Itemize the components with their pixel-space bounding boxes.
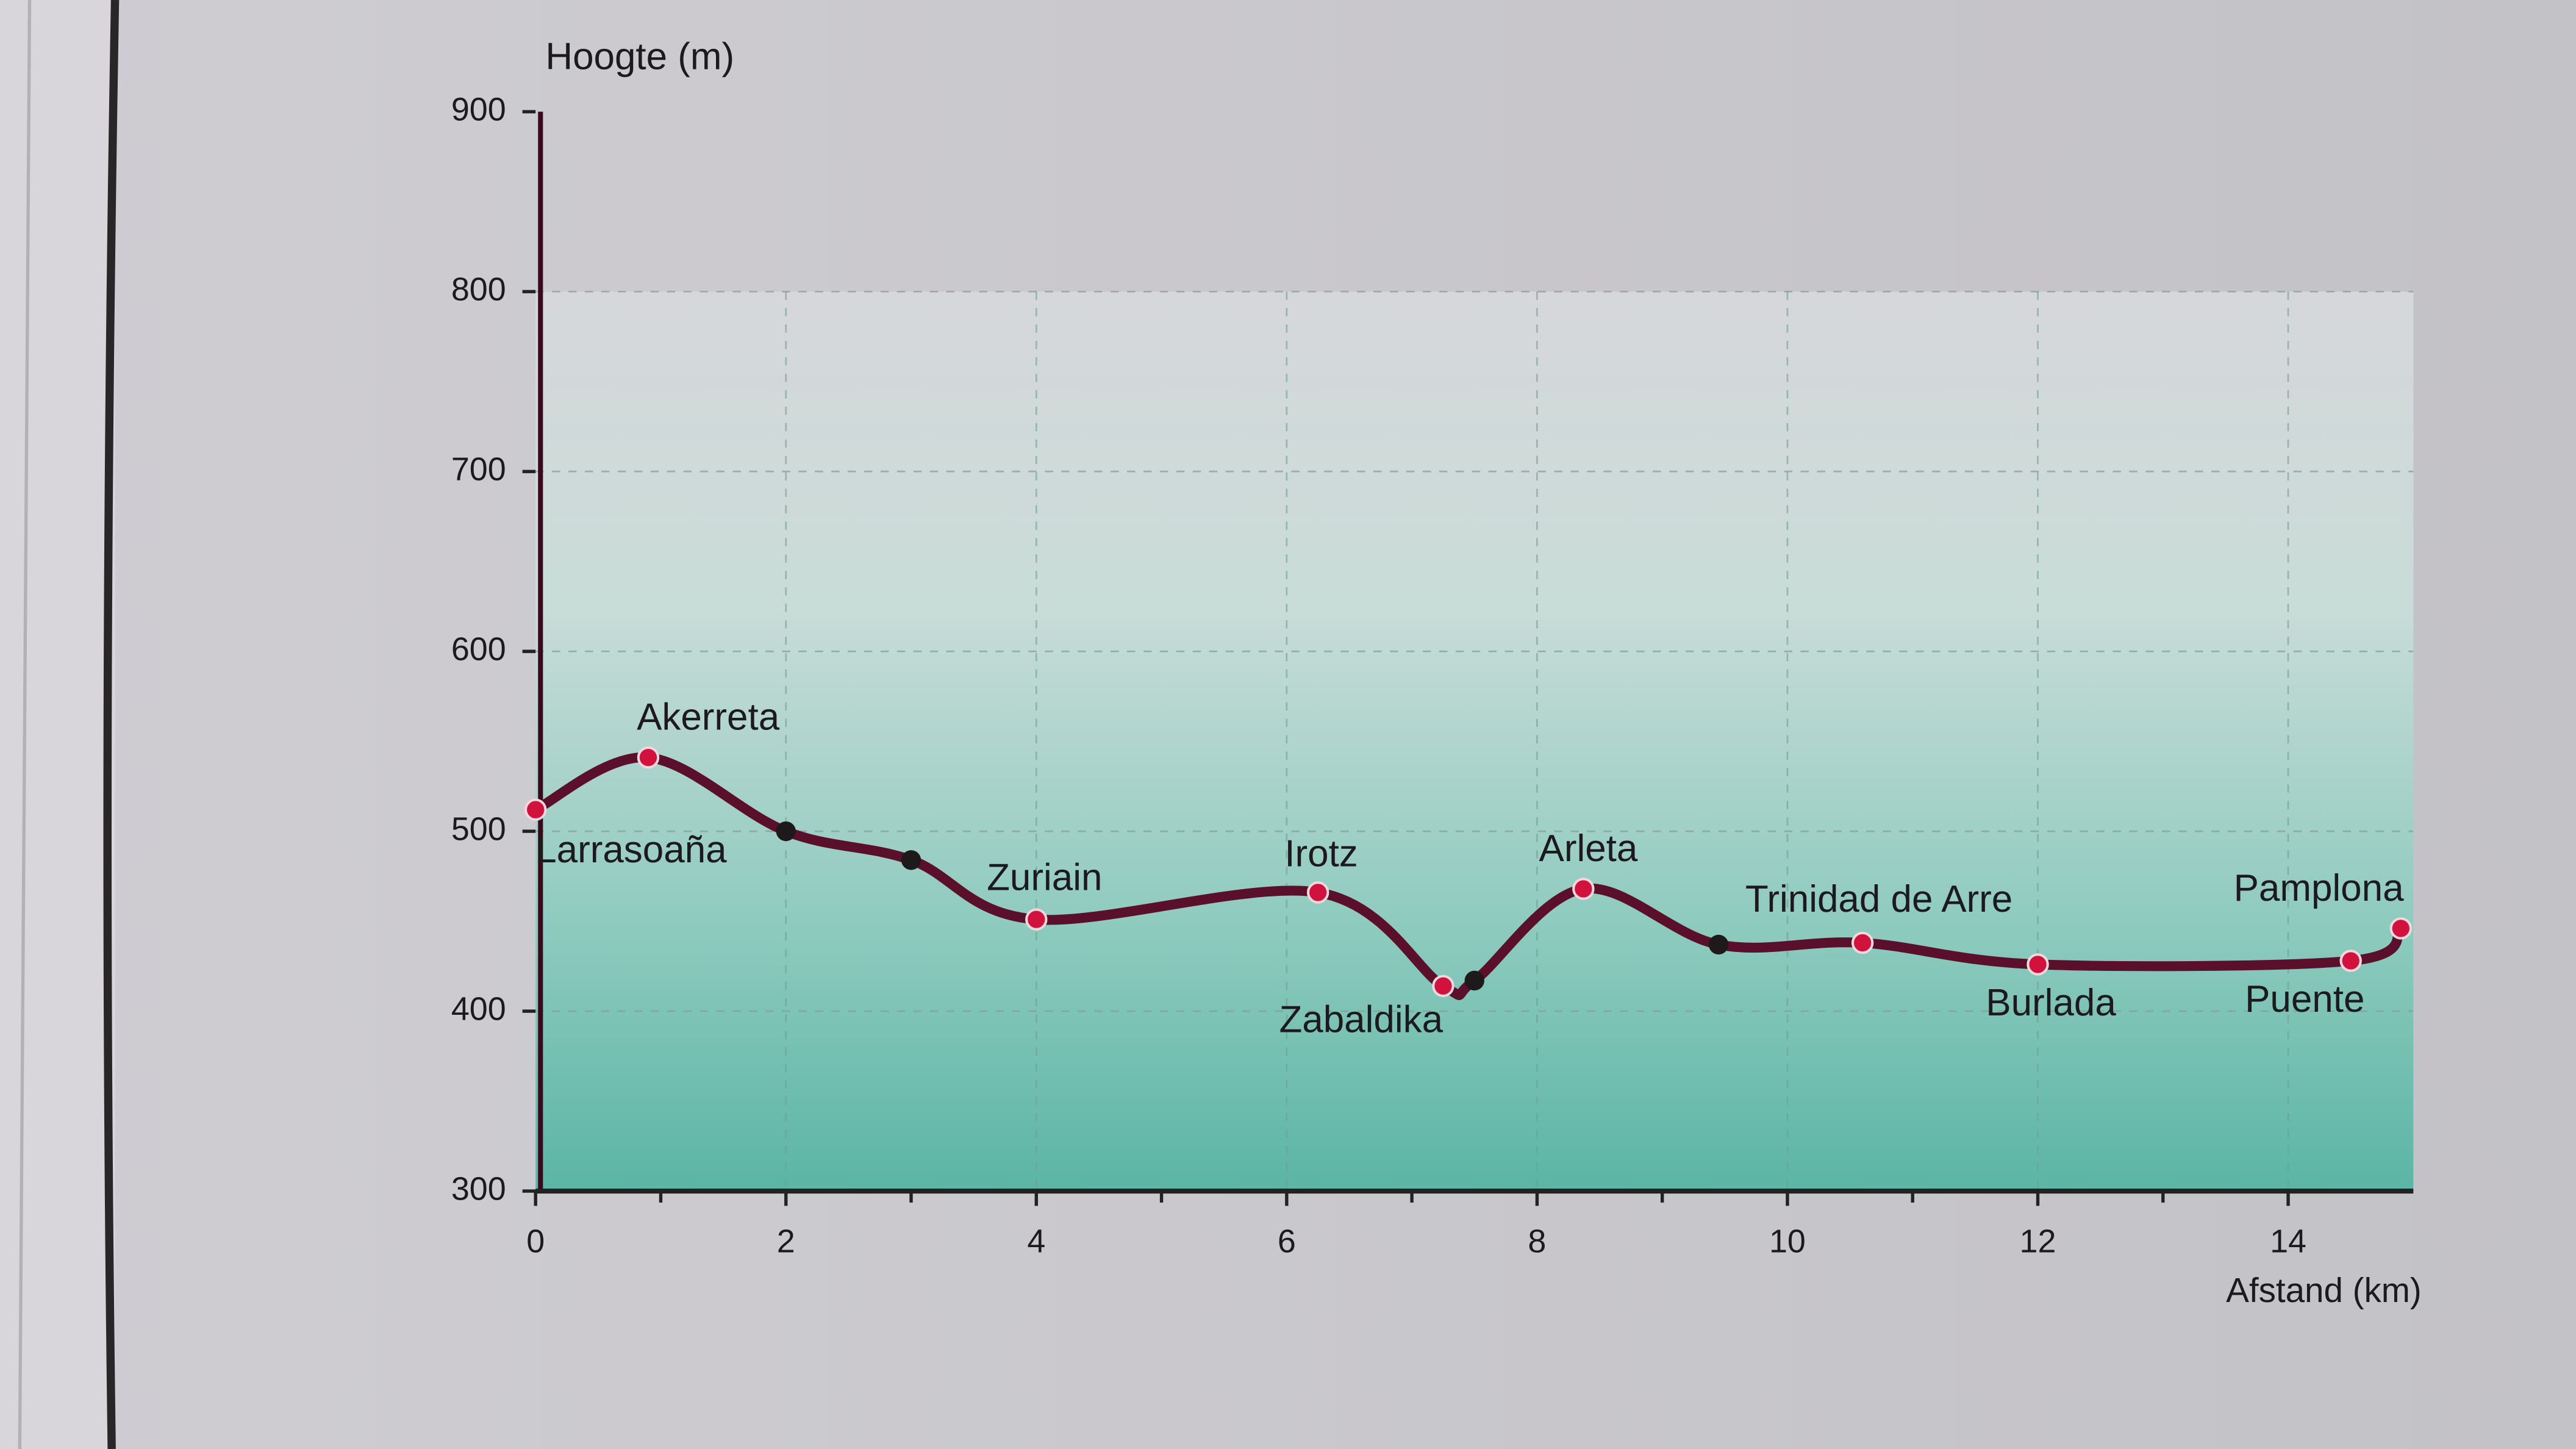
waypoint-label: Trinidad de Arre [1745, 878, 2012, 920]
y-tick-label: 700 [451, 451, 506, 487]
waypoint [1464, 970, 1484, 991]
waypoint [1306, 881, 1329, 904]
waypoint [524, 798, 547, 821]
x-tick-label: 8 [1528, 1223, 1546, 1259]
y-tick-label: 400 [451, 990, 506, 1027]
plot-background [535, 292, 2414, 1192]
waypoint [1432, 975, 1454, 997]
page-edge [0, 0, 115, 1449]
waypoint-label: Puente [2245, 978, 2364, 1020]
x-tick-label: 12 [2020, 1223, 2056, 1259]
y-axis-title: Hoogte (m) [545, 35, 734, 77]
waypoint-label: Zabaldika [1279, 998, 1443, 1040]
y-tick-label: 300 [451, 1170, 506, 1207]
waypoint [1851, 931, 1874, 954]
waypoint [2027, 953, 2049, 976]
waypoint [2339, 950, 2362, 972]
waypoint [2389, 917, 2412, 940]
waypoint-label: Zuriain [987, 856, 1102, 898]
y-tick-label: 800 [451, 271, 506, 307]
waypoint-label: Burlada [1986, 982, 2116, 1024]
waypoint-label: Akerreta [637, 696, 780, 739]
waypoint [776, 821, 796, 842]
x-axis-title: Afstand (km) [2226, 1271, 2422, 1309]
x-tick-label: 10 [1769, 1223, 1806, 1259]
page-edge-line [103, 0, 120, 1449]
x-tick-label: 2 [777, 1223, 795, 1259]
x-tick-label: 14 [2270, 1223, 2306, 1259]
page-fold [18, 0, 32, 1449]
waypoint [1572, 878, 1595, 900]
y-tick-label: 500 [451, 810, 506, 847]
x-tick-label: 6 [1278, 1223, 1296, 1259]
waypoint [637, 746, 660, 769]
waypoint-label: Irotz [1284, 832, 1358, 875]
waypoint-label: Arleta [1539, 828, 1638, 870]
y-tick-label: 900 [451, 91, 506, 127]
waypoint-label: Larrasoaña [535, 829, 727, 871]
x-tick-label: 4 [1027, 1223, 1045, 1259]
waypoint [1025, 908, 1048, 931]
waypoint [901, 850, 921, 870]
x-tick-label: 0 [526, 1223, 545, 1259]
waypoint [1708, 934, 1729, 955]
y-tick-label: 600 [451, 631, 506, 667]
waypoint-label: Pamplona [2234, 867, 2404, 909]
